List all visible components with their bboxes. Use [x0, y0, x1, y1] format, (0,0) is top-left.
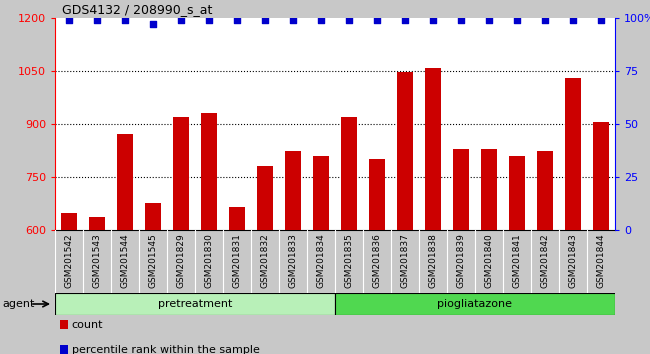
Bar	[565, 78, 581, 230]
Text: GSM201830: GSM201830	[205, 233, 213, 288]
Point	[512, 17, 522, 23]
Point	[176, 17, 186, 23]
Bar	[60, 345, 68, 354]
Text: GSM201839: GSM201839	[456, 233, 465, 288]
Text: GSM201841: GSM201841	[512, 233, 521, 288]
Point	[428, 17, 438, 23]
Point	[120, 17, 130, 23]
Bar	[88, 217, 105, 230]
Text: GDS4132 / 208990_s_at: GDS4132 / 208990_s_at	[62, 3, 212, 16]
Point	[568, 17, 578, 23]
Point	[456, 17, 466, 23]
Point	[92, 17, 102, 23]
Bar	[396, 72, 413, 230]
Bar	[313, 156, 330, 230]
Bar	[60, 320, 68, 329]
Point	[64, 17, 74, 23]
Point	[540, 17, 550, 23]
Bar	[480, 149, 497, 230]
Bar	[593, 122, 610, 230]
Point	[400, 17, 410, 23]
Text: GSM201833: GSM201833	[289, 233, 298, 288]
Bar	[537, 150, 553, 230]
Text: GSM201836: GSM201836	[372, 233, 382, 288]
Point	[372, 17, 382, 23]
Text: GSM201542: GSM201542	[64, 233, 73, 288]
Bar	[508, 156, 525, 230]
Bar	[229, 207, 246, 230]
Bar	[424, 68, 441, 230]
Point	[344, 17, 354, 23]
Bar	[341, 117, 358, 230]
Bar	[201, 113, 217, 230]
Bar	[55, 293, 335, 315]
Text: GSM201844: GSM201844	[597, 233, 606, 288]
Text: pretreatment: pretreatment	[158, 299, 232, 309]
Text: GSM201843: GSM201843	[569, 233, 577, 288]
Text: GSM201837: GSM201837	[400, 233, 410, 288]
Text: GSM201544: GSM201544	[120, 233, 129, 288]
Bar	[144, 203, 161, 230]
Text: GSM201543: GSM201543	[92, 233, 101, 288]
Text: piogliatazone: piogliatazone	[437, 299, 512, 309]
Bar	[285, 150, 302, 230]
Text: GSM201545: GSM201545	[148, 233, 157, 288]
Bar	[116, 133, 133, 230]
Bar	[335, 293, 615, 315]
Point	[148, 22, 158, 27]
Text: GSM201829: GSM201829	[177, 233, 185, 288]
Text: percentile rank within the sample: percentile rank within the sample	[72, 345, 259, 354]
Bar	[173, 117, 189, 230]
Bar	[452, 149, 469, 230]
Point	[260, 17, 270, 23]
Text: GSM201832: GSM201832	[261, 233, 270, 288]
Bar	[60, 213, 77, 230]
Bar	[369, 159, 385, 230]
Text: GSM201834: GSM201834	[317, 233, 326, 288]
Text: GSM201840: GSM201840	[484, 233, 493, 288]
Point	[204, 17, 214, 23]
Point	[484, 17, 494, 23]
Text: GSM201842: GSM201842	[541, 233, 549, 288]
Text: GSM201835: GSM201835	[344, 233, 354, 288]
Point	[288, 17, 298, 23]
Text: GSM201831: GSM201831	[233, 233, 242, 288]
Point	[596, 17, 606, 23]
Text: agent: agent	[2, 299, 34, 309]
Point	[316, 17, 326, 23]
Point	[232, 17, 242, 23]
Text: count: count	[72, 320, 103, 330]
Bar	[257, 166, 274, 230]
Text: GSM201838: GSM201838	[428, 233, 437, 288]
